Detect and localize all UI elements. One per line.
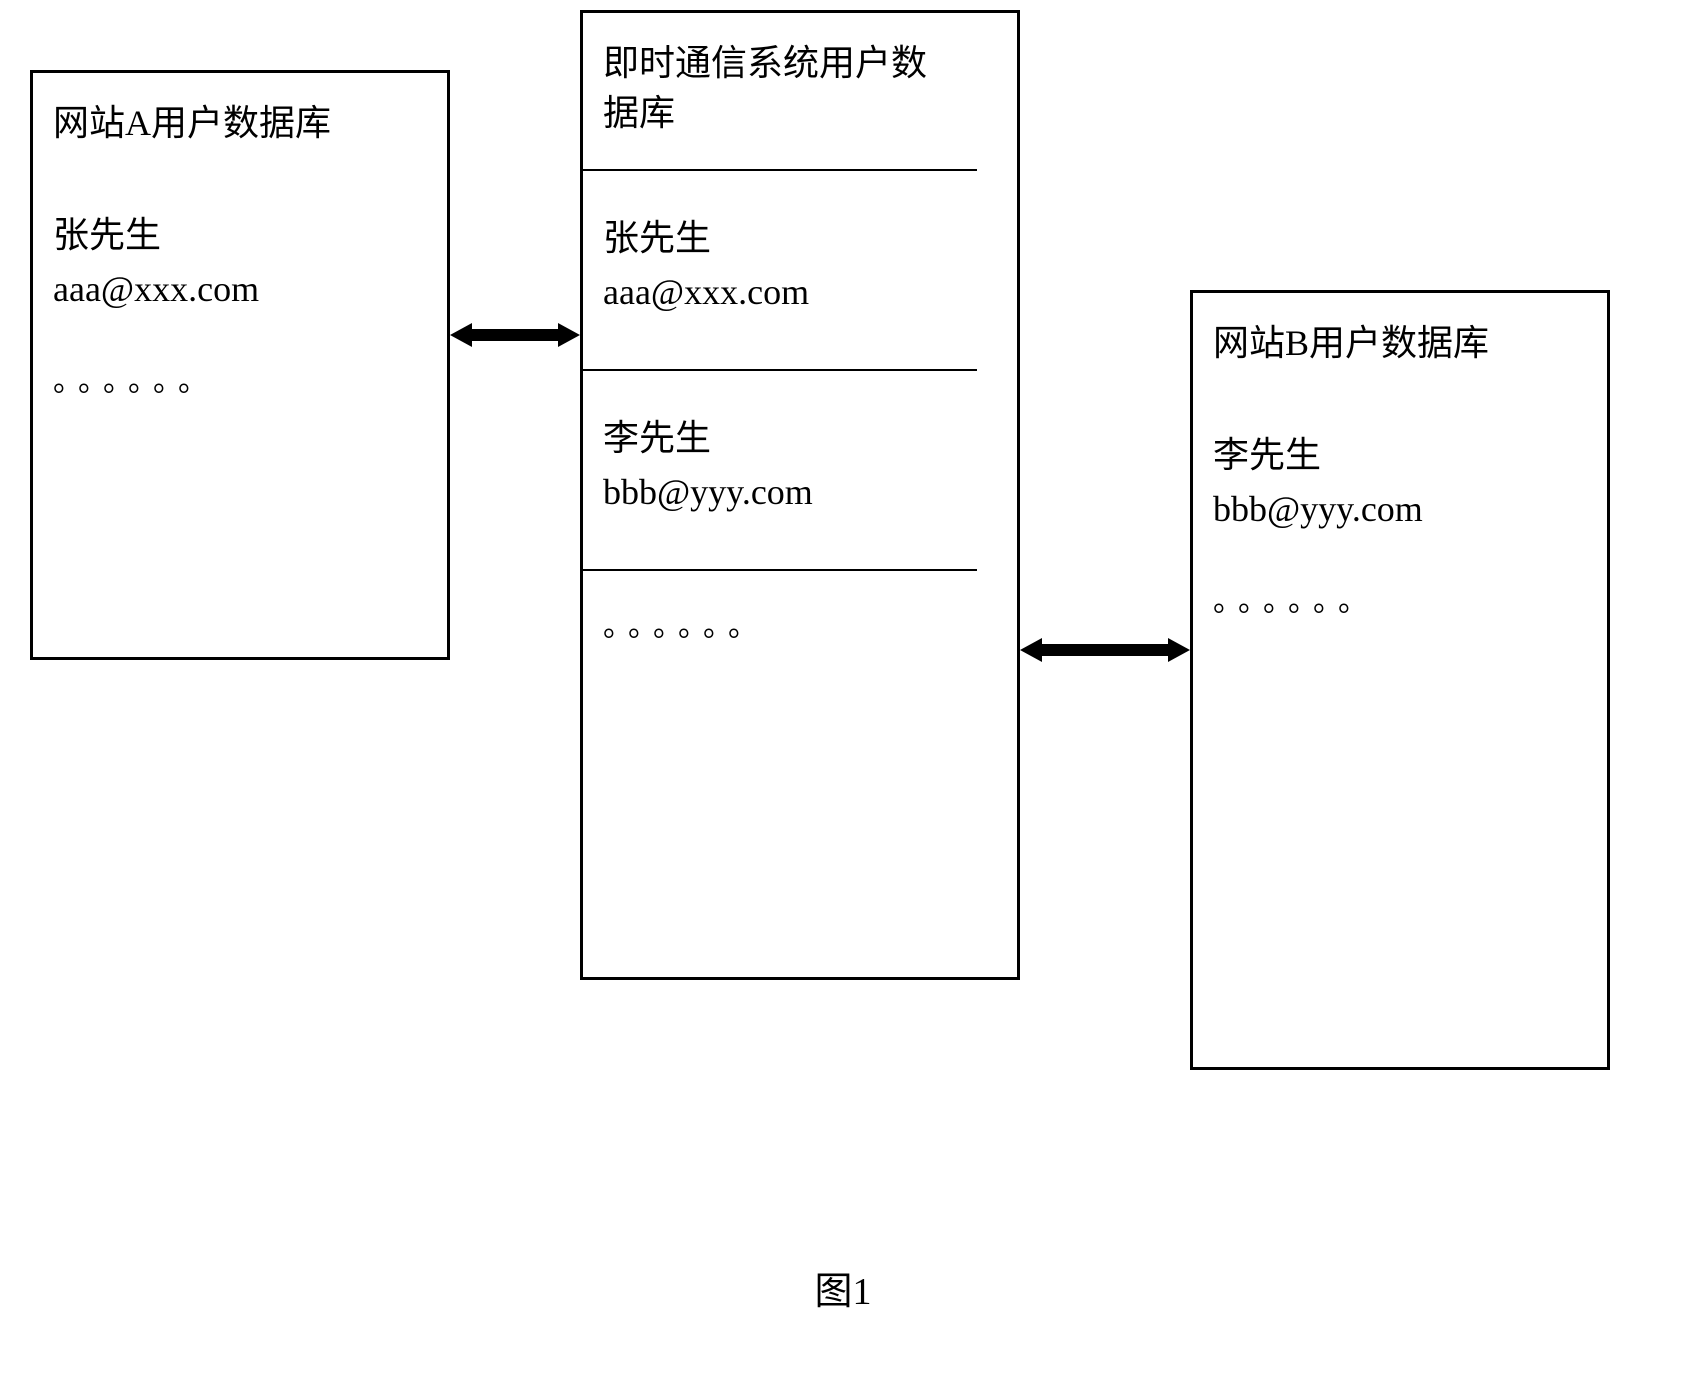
record-email: aaa@xxx.com (53, 262, 427, 316)
box-center-title: 即时通信系统用户数 据库 (603, 38, 997, 139)
box-website-a: 网站A用户数据库 张先生 aaa@xxx.com 。。。。。。 (30, 70, 450, 660)
record-email: aaa@xxx.com (603, 265, 997, 319)
box-center-record-1: 张先生 aaa@xxx.com (603, 191, 997, 349)
title-line-2: 据库 (603, 93, 675, 133)
box-b-title: 网站B用户数据库 (1213, 318, 1587, 368)
arrow-left-icon (450, 315, 580, 355)
record: 张先生 aaa@xxx.com (603, 211, 997, 319)
record-name: 张先生 (603, 211, 997, 265)
record-name: 李先生 (1213, 428, 1587, 482)
box-b-record: 李先生 bbb@yyy.com (1213, 428, 1587, 536)
box-center-dots: 。。。。。。 (603, 601, 997, 645)
box-im-system: 即时通信系统用户数 据库 张先生 aaa@xxx.com 李先生 bbb@yyy… (580, 10, 1020, 980)
record-name: 李先生 (603, 411, 997, 465)
record: 李先生 bbb@yyy.com (603, 411, 997, 519)
arrow-right-icon (1020, 630, 1190, 670)
title-line-1: 即时通信系统用户数 (603, 43, 927, 83)
box-a-dots: 。。。。。。 (53, 356, 427, 400)
box-b-dots: 。。。。。。 (1213, 576, 1587, 620)
record-name: 张先生 (53, 208, 427, 262)
box-center-record-2: 李先生 bbb@yyy.com (603, 391, 997, 549)
figure-caption: 图1 (814, 1260, 871, 1315)
divider (583, 369, 977, 371)
record-email: bbb@yyy.com (603, 465, 997, 519)
record-email: bbb@yyy.com (1213, 482, 1587, 536)
box-a-record: 张先生 aaa@xxx.com (53, 208, 427, 316)
box-website-b: 网站B用户数据库 李先生 bbb@yyy.com 。。。。。。 (1190, 290, 1610, 1070)
box-a-title: 网站A用户数据库 (53, 98, 427, 148)
divider (583, 569, 977, 571)
divider (583, 169, 977, 171)
